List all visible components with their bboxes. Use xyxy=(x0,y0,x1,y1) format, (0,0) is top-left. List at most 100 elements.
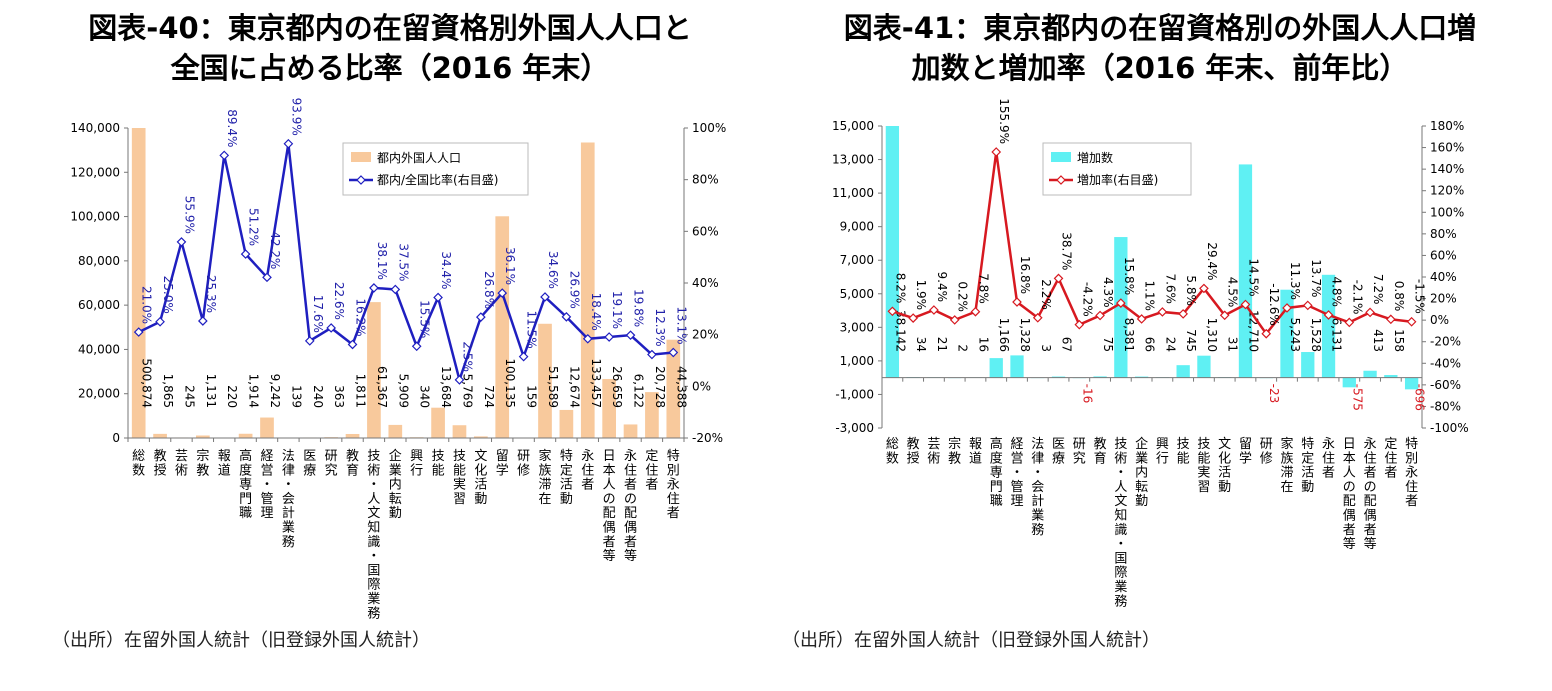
category-label: 教育 xyxy=(346,448,359,478)
bar-value-label: 340 xyxy=(418,385,432,408)
figure-40-title-line1: 図表-40：東京都内の在留資格別外国人人口と xyxy=(88,11,692,45)
bar xyxy=(1134,376,1149,378)
ratio-marker xyxy=(1116,298,1126,308)
y-left-tick-label: 20,000 xyxy=(78,387,120,401)
figure-41-title-line1: 図表-41：東京都内の在留資格別の外国人人口増 xyxy=(843,11,1477,45)
ratio-value-label: 16.8% xyxy=(1018,256,1032,294)
category-label: 医療 xyxy=(1052,437,1065,466)
bar-value-label: -696 xyxy=(1413,384,1427,411)
category-label: 企業内転勤 xyxy=(389,448,402,521)
bar xyxy=(885,126,900,378)
y-right-tick-label: 120% xyxy=(1430,184,1464,198)
ratio-value-label: 25.0% xyxy=(161,276,175,314)
bar-value-label: 745 xyxy=(1184,329,1198,352)
figure-41-title: 図表-41：東京都内の在留資格別の外国人人口増 加数と増加率（2016 年末、前… xyxy=(780,8,1540,88)
bar xyxy=(989,358,1003,378)
category-label: 留学 xyxy=(496,449,509,478)
ratio-value-label: 37.5% xyxy=(396,243,410,281)
y-right-tick-label: -20% xyxy=(692,431,723,445)
ratio-marker xyxy=(1095,310,1105,321)
ratio-marker xyxy=(582,333,593,344)
ratio-marker xyxy=(326,323,337,333)
category-label: 特別永住者 xyxy=(1405,437,1418,509)
category-label: 高度専門職 xyxy=(990,436,1003,509)
ratio-marker xyxy=(133,327,144,337)
bar-value-label: 5,769 xyxy=(460,374,474,408)
legend-line-marker xyxy=(1056,175,1066,185)
bar-value-label: 159 xyxy=(525,385,539,408)
ratio-marker xyxy=(1178,309,1188,319)
y-left-tick-label: 40,000 xyxy=(78,342,120,356)
category-label: 文化活動 xyxy=(1218,437,1231,495)
category-label: 日本人の配偶者等 xyxy=(1343,437,1356,552)
bar-value-label: 724 xyxy=(482,385,496,408)
bar-value-label: 26,659 xyxy=(610,366,624,408)
ratio-marker xyxy=(433,292,443,303)
category-label: 永住者の配偶者等 xyxy=(1364,437,1377,552)
category-label: 日本人の配偶者等 xyxy=(603,449,616,564)
bar xyxy=(645,392,659,438)
bar xyxy=(131,128,146,438)
bar xyxy=(1301,352,1315,378)
category-label: 研修 xyxy=(517,449,530,478)
ratio-value-label: 5.8% xyxy=(1184,275,1198,306)
y-right-tick-label: 40% xyxy=(692,276,719,290)
ratio-marker xyxy=(1386,314,1396,325)
bar-value-label: 9,242 xyxy=(268,374,282,408)
ratio-value-label: -1.5% xyxy=(1413,279,1427,314)
figure-40-title: 図表-40：東京都内の在留資格別外国人人口と 全国に占める比率（2016 年末） xyxy=(20,8,760,88)
ratio-marker xyxy=(1157,307,1168,317)
legend-bar-swatch xyxy=(1051,152,1071,162)
category-label: 総数 xyxy=(886,437,899,466)
y-right-tick-label: -80% xyxy=(1430,399,1461,413)
bar xyxy=(1197,355,1211,378)
bar-value-label: -16 xyxy=(1080,384,1094,404)
y-left-tick-label: 5,000 xyxy=(840,287,874,301)
y-right-tick-label: 60% xyxy=(692,224,719,238)
bar-value-label: 5,243 xyxy=(1288,318,1302,352)
legend-line-marker xyxy=(356,175,366,185)
y-right-tick-label: 20% xyxy=(692,328,719,342)
ratio-value-label: 2.5% xyxy=(460,341,474,372)
y-right-tick-label: 180% xyxy=(1430,119,1464,133)
bar-value-label: 1,310 xyxy=(1205,318,1219,352)
category-label: 法律・会計業務 xyxy=(1031,437,1044,538)
bar-value-label: 31 xyxy=(1226,337,1240,352)
bar-value-label: 1,914 xyxy=(247,374,261,408)
ratio-value-label: 0.2% xyxy=(956,281,970,312)
bar xyxy=(559,409,574,438)
bar xyxy=(1321,274,1336,378)
category-label: 特定活動 xyxy=(560,449,573,507)
bar xyxy=(345,433,360,438)
ratio-value-label: 26.9% xyxy=(567,271,581,309)
ratio-value-label: 1.9% xyxy=(914,280,928,311)
bar xyxy=(1384,375,1398,378)
bar-value-label: 1,131 xyxy=(204,374,218,408)
ratio-marker xyxy=(1032,312,1043,323)
bar-value-label: 100,135 xyxy=(503,358,517,408)
ratio-value-label: 11.5% xyxy=(525,311,539,349)
bar xyxy=(1363,370,1377,378)
figure-41-source: （出所）在留外国人統計（旧登録外国人統計） xyxy=(782,630,1160,651)
y-left-tick-label: 15,000 xyxy=(832,119,874,133)
ratio-marker xyxy=(929,305,939,315)
y-right-tick-label: -60% xyxy=(1430,378,1461,392)
category-label: 芸術 xyxy=(175,448,188,478)
ratio-marker xyxy=(497,288,508,298)
bar-value-label: 240 xyxy=(311,385,325,408)
legend-box xyxy=(342,142,529,196)
ratio-marker xyxy=(625,330,636,341)
ratio-value-label: 25.3% xyxy=(204,275,218,313)
bar-value-label: 1,865 xyxy=(161,374,175,408)
bar xyxy=(495,216,510,438)
bar-value-label: 139 xyxy=(289,385,303,408)
category-label: 経営・管理 xyxy=(1010,437,1023,509)
ratio-marker xyxy=(1282,303,1292,313)
ratio-value-label: 13.7% xyxy=(1309,259,1323,297)
ratio-marker xyxy=(176,237,187,247)
ratio-marker xyxy=(454,375,465,385)
ratio-value-label: 38.1% xyxy=(375,242,389,280)
y-right-tick-label: 140% xyxy=(1430,162,1464,176)
ratio-marker xyxy=(970,306,981,317)
ratio-value-label: 9.4% xyxy=(935,272,949,303)
